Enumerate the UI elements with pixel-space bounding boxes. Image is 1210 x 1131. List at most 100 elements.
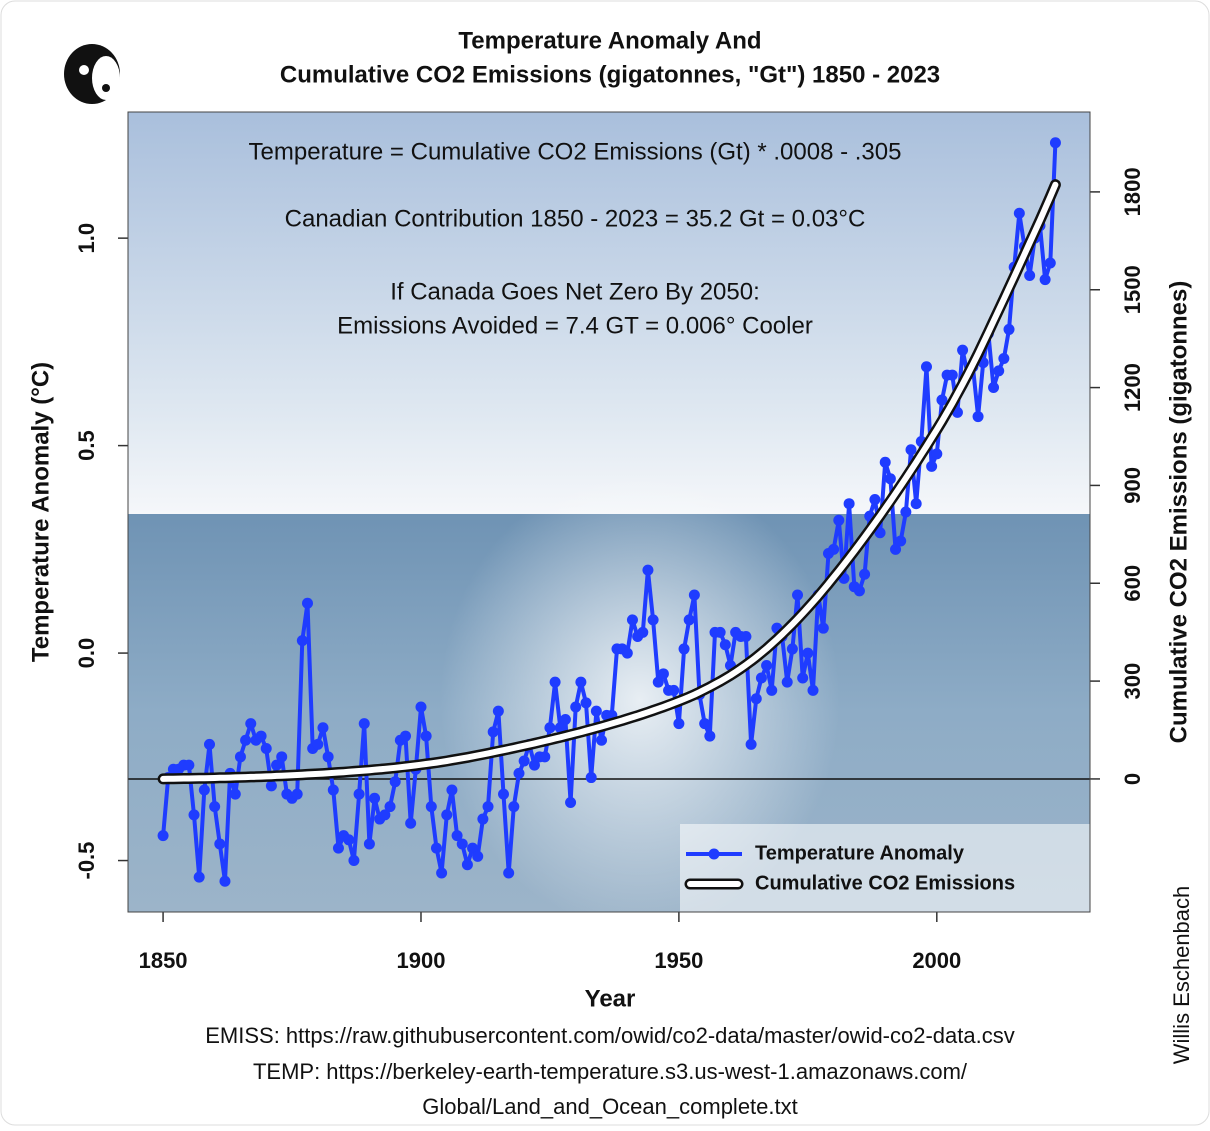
y2-tick-label: 1500 bbox=[1120, 265, 1145, 314]
point bbox=[890, 543, 902, 555]
point bbox=[843, 498, 855, 510]
source: TEMP: https://berkeley-earth-temperature… bbox=[253, 1059, 968, 1084]
point bbox=[926, 460, 938, 472]
point bbox=[203, 738, 215, 750]
point bbox=[895, 535, 907, 547]
point bbox=[255, 730, 267, 742]
y2-tick-label: 300 bbox=[1120, 663, 1145, 700]
point bbox=[508, 801, 520, 813]
point bbox=[585, 772, 597, 784]
y-tick-label: 1.0 bbox=[74, 223, 99, 254]
plot-frame bbox=[127, 111, 1091, 913]
point bbox=[988, 382, 1000, 394]
y-tick-label: 0.5 bbox=[74, 430, 99, 461]
point bbox=[245, 718, 257, 730]
point bbox=[343, 834, 355, 846]
legend: Temperature Anomaly Cumulative CO2 Emissi… bbox=[680, 824, 1090, 912]
point bbox=[761, 660, 773, 672]
point bbox=[183, 759, 195, 771]
line bbox=[160, 181, 1059, 782]
point bbox=[626, 614, 638, 626]
point bbox=[1013, 207, 1025, 219]
x-tick-label: 2000 bbox=[912, 948, 961, 973]
x-tick-label: 1950 bbox=[654, 948, 703, 973]
x-axis-label: Year bbox=[585, 985, 636, 1012]
point bbox=[446, 784, 458, 796]
point bbox=[657, 668, 669, 680]
point bbox=[265, 780, 277, 792]
point bbox=[353, 788, 365, 800]
point bbox=[198, 784, 210, 796]
point bbox=[920, 361, 932, 373]
point bbox=[441, 809, 453, 821]
point bbox=[580, 697, 592, 709]
point bbox=[1049, 137, 1061, 149]
chart-title: Temperature Anomaly And bbox=[458, 27, 761, 54]
point bbox=[539, 751, 551, 763]
point bbox=[745, 738, 757, 750]
point bbox=[425, 801, 437, 813]
point bbox=[688, 589, 700, 601]
point bbox=[714, 626, 726, 638]
point bbox=[853, 585, 865, 597]
credit: Willis Eschenbach bbox=[1169, 886, 1194, 1065]
point bbox=[240, 734, 252, 746]
point bbox=[786, 643, 798, 655]
y-tick-label: -0.5 bbox=[74, 842, 99, 880]
point bbox=[802, 647, 814, 659]
point bbox=[859, 568, 871, 580]
point bbox=[420, 730, 432, 742]
point bbox=[596, 734, 608, 746]
y2-tick-label: 1200 bbox=[1120, 363, 1145, 412]
point bbox=[957, 344, 969, 356]
point bbox=[554, 722, 566, 734]
point bbox=[869, 494, 881, 506]
legend-label: Cumulative CO2 Emissions bbox=[755, 872, 1015, 894]
point bbox=[704, 730, 716, 742]
point bbox=[998, 352, 1010, 364]
point bbox=[946, 369, 958, 381]
point bbox=[900, 506, 912, 518]
point bbox=[157, 830, 169, 842]
point bbox=[467, 842, 479, 854]
point bbox=[673, 718, 685, 730]
point bbox=[590, 705, 602, 717]
point bbox=[884, 473, 896, 485]
point bbox=[363, 838, 375, 850]
point bbox=[931, 448, 943, 460]
annotation: Temperature = Cumulative CO2 Emissions (… bbox=[249, 138, 902, 165]
point bbox=[234, 751, 246, 763]
point bbox=[750, 693, 762, 705]
point bbox=[430, 842, 442, 854]
point bbox=[276, 751, 288, 763]
point bbox=[1024, 269, 1036, 281]
legend-swatch bbox=[708, 848, 720, 860]
point bbox=[461, 859, 473, 871]
point bbox=[549, 676, 561, 688]
point bbox=[755, 672, 767, 684]
chart-title: Cumulative CO2 Emissions (gigatonnes, "G… bbox=[280, 61, 940, 88]
x-tick-label: 1850 bbox=[139, 948, 188, 973]
y-tick-label: 0.0 bbox=[74, 638, 99, 669]
point bbox=[565, 796, 577, 808]
point bbox=[1039, 274, 1051, 286]
point bbox=[879, 456, 891, 468]
point bbox=[302, 597, 314, 609]
point bbox=[503, 867, 515, 879]
point bbox=[348, 855, 360, 867]
point bbox=[369, 792, 381, 804]
point bbox=[332, 842, 344, 854]
point bbox=[451, 830, 463, 842]
point bbox=[740, 630, 752, 642]
point bbox=[972, 411, 984, 423]
point bbox=[719, 639, 731, 651]
logo bbox=[64, 44, 120, 104]
point bbox=[575, 676, 587, 688]
point bbox=[781, 676, 793, 688]
point bbox=[492, 705, 504, 717]
point bbox=[678, 643, 690, 655]
annotation: Canadian Contribution 1850 - 2023 = 35.2… bbox=[285, 205, 866, 232]
point bbox=[405, 817, 417, 829]
point bbox=[389, 776, 401, 788]
